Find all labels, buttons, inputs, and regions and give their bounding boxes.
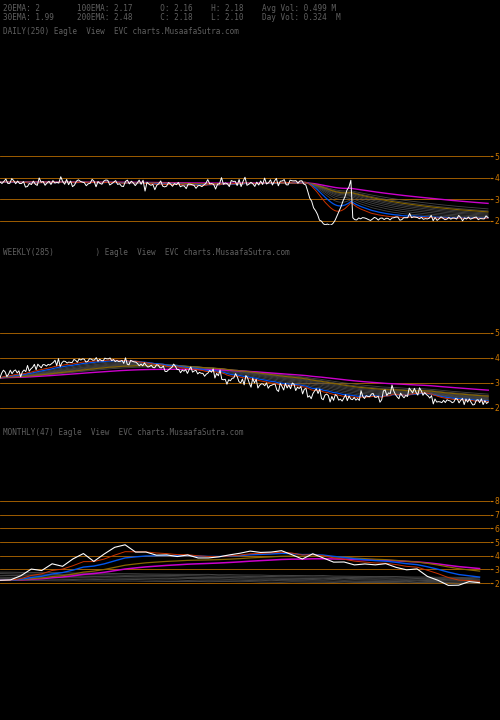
Text: 30EMA: 1.99     200EMA: 2.48      C: 2.18    L: 2.10    Day Vol: 0.324  M: 30EMA: 1.99 200EMA: 2.48 C: 2.18 L: 2.10… — [3, 13, 340, 22]
Text: WEEKLY(285)         ) Eagle  View  EVC charts.MusaafaSutra.com: WEEKLY(285) ) Eagle View EVC charts.Musa… — [3, 248, 290, 257]
Text: 20EMA: 2        100EMA: 2.17      O: 2.16    H: 2.18    Avg Vol: 0.499 M: 20EMA: 2 100EMA: 2.17 O: 2.16 H: 2.18 Av… — [3, 4, 336, 13]
Text: DAILY(250) Eagle  View  EVC charts.MusaafaSutra.com: DAILY(250) Eagle View EVC charts.Musaafa… — [3, 27, 239, 36]
Text: MONTHLY(47) Eagle  View  EVC charts.MusaafaSutra.com: MONTHLY(47) Eagle View EVC charts.Musaaf… — [3, 428, 244, 437]
